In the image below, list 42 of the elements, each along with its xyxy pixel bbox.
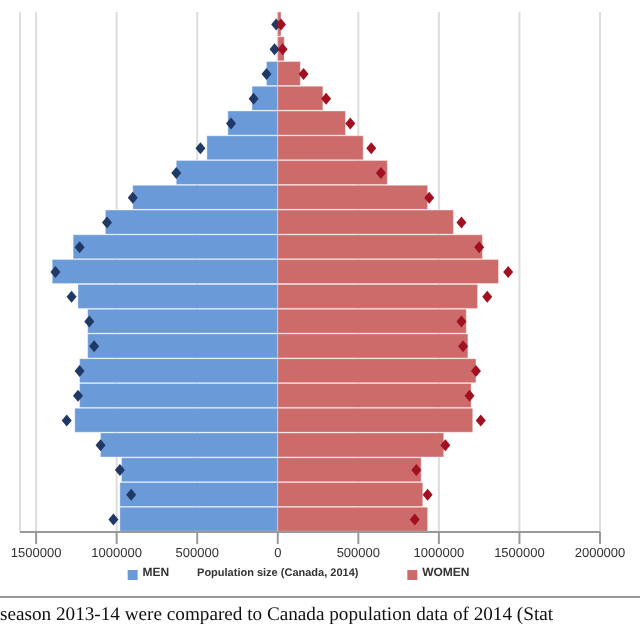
point	[456, 216, 467, 229]
point	[366, 142, 377, 155]
point	[102, 216, 112, 229]
point	[482, 290, 493, 303]
point	[345, 117, 356, 130]
point	[95, 439, 106, 452]
point	[73, 389, 83, 402]
point	[276, 18, 286, 31]
point	[458, 340, 469, 353]
point	[474, 241, 485, 254]
point	[89, 340, 100, 353]
point	[127, 191, 138, 204]
point	[171, 166, 182, 179]
point	[226, 117, 237, 130]
point	[422, 488, 433, 501]
point	[114, 464, 125, 477]
point	[108, 513, 119, 526]
point	[375, 166, 386, 179]
point	[126, 488, 137, 501]
point	[61, 414, 72, 427]
point	[248, 92, 259, 105]
point	[424, 191, 435, 204]
point	[464, 389, 475, 402]
text: season 2013-14 were compared to Canada population data of 2014 (Stat	[0, 604, 556, 626]
point	[74, 365, 85, 378]
point	[84, 315, 95, 328]
point	[298, 67, 309, 80]
point	[261, 67, 272, 80]
point	[456, 315, 467, 328]
point	[74, 241, 85, 254]
point	[475, 414, 486, 427]
point	[277, 43, 288, 56]
point	[321, 92, 332, 105]
point	[195, 142, 206, 155]
point	[503, 266, 514, 278]
point	[269, 43, 280, 56]
point	[50, 266, 61, 278]
point	[411, 464, 422, 477]
point	[470, 365, 481, 378]
point	[409, 513, 420, 526]
point	[440, 439, 451, 452]
point	[66, 290, 77, 303]
